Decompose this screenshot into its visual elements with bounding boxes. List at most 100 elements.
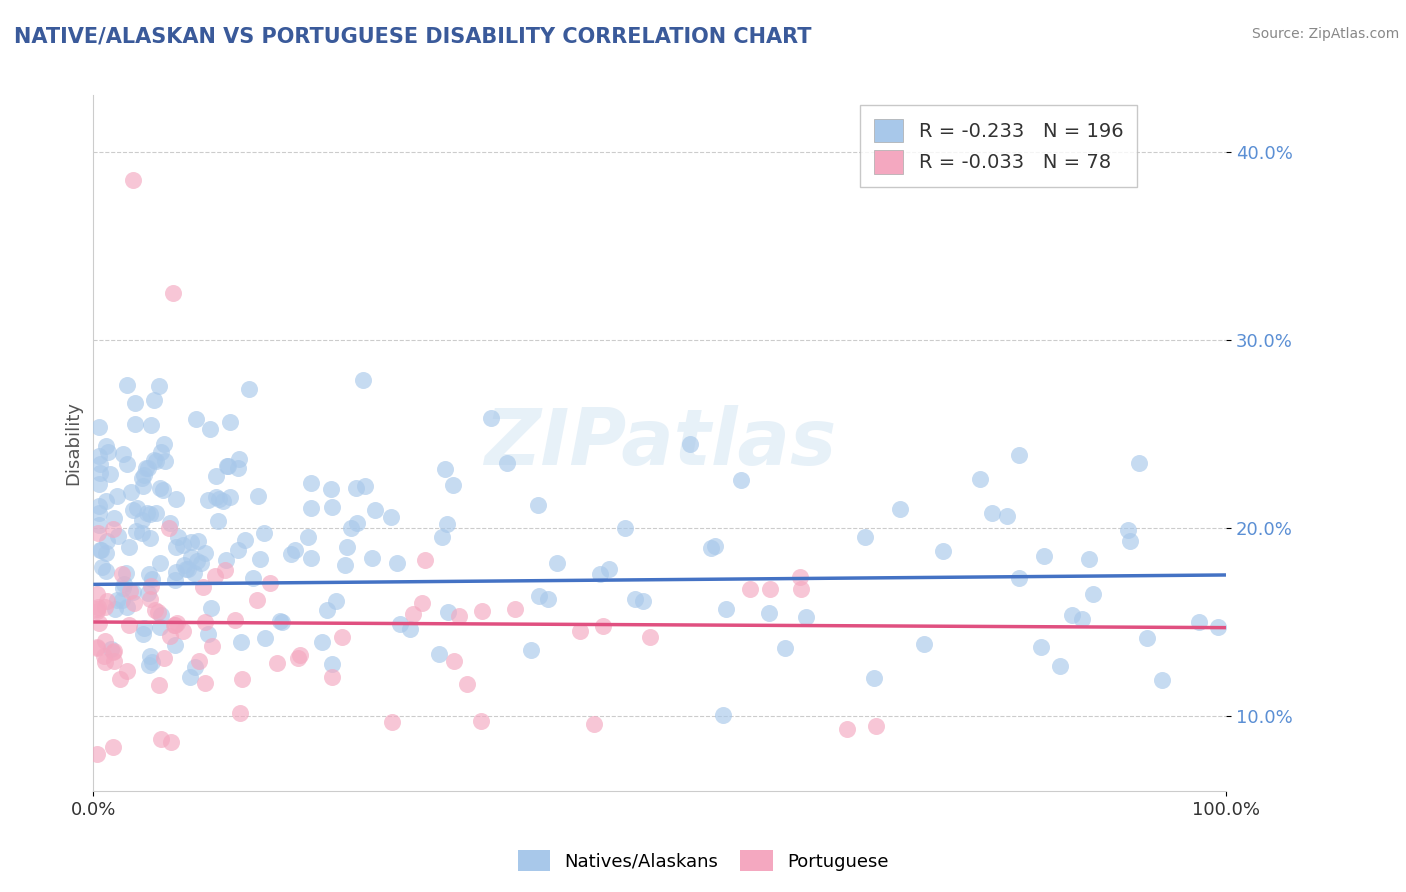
Point: [471, 604, 494, 618]
Point: [86, 602, 108, 616]
Point: [118, 540, 141, 554]
Point: [87, 506, 110, 520]
Point: [143, 452, 166, 467]
Point: [157, 521, 180, 535]
Point: [96, 439, 118, 453]
Point: [163, 618, 186, 632]
Point: [432, 530, 454, 544]
Point: [89, 466, 111, 480]
Point: [163, 617, 186, 632]
Point: [173, 558, 195, 572]
Point: [333, 558, 356, 572]
Point: [503, 602, 526, 616]
Point: [835, 722, 858, 736]
Point: [638, 630, 661, 644]
Point: [87, 599, 110, 614]
Point: [336, 540, 359, 554]
Point: [759, 582, 782, 597]
Point: [205, 491, 228, 505]
Point: [247, 489, 270, 503]
Point: [456, 677, 478, 691]
Point: [980, 506, 1002, 520]
Point: [411, 596, 433, 610]
Point: [299, 501, 322, 516]
Point: [321, 657, 343, 671]
Point: [166, 540, 188, 554]
Point: [120, 484, 142, 499]
Point: [103, 645, 125, 659]
Point: [1008, 448, 1031, 462]
Point: [200, 600, 222, 615]
Point: [118, 584, 141, 599]
Point: [592, 619, 614, 633]
Point: [703, 539, 725, 553]
Point: [139, 508, 162, 522]
Point: [132, 468, 155, 483]
Point: [132, 621, 155, 635]
Point: [167, 530, 190, 544]
Point: [111, 592, 134, 607]
Point: [862, 671, 884, 685]
Point: [330, 630, 353, 644]
Point: [288, 648, 311, 663]
Point: [179, 669, 201, 683]
Point: [413, 553, 436, 567]
Point: [679, 436, 702, 450]
Point: [226, 461, 249, 475]
Point: [111, 581, 134, 595]
Point: [364, 503, 387, 517]
Point: [172, 538, 194, 552]
Point: [1136, 631, 1159, 645]
Point: [344, 482, 367, 496]
Point: [266, 656, 288, 670]
Point: [598, 561, 620, 575]
Point: [218, 416, 240, 430]
Point: [93, 648, 115, 663]
Point: [495, 456, 517, 470]
Point: [231, 672, 253, 686]
Point: [201, 639, 224, 653]
Point: [139, 592, 162, 607]
Point: [865, 719, 887, 733]
Point: [94, 599, 117, 614]
Point: [114, 566, 136, 580]
Point: [97, 445, 120, 459]
Point: [536, 591, 558, 606]
Point: [150, 444, 173, 458]
Point: [141, 572, 163, 586]
Legend: R = -0.233   N = 196, R = -0.033   N = 78: R = -0.233 N = 196, R = -0.033 N = 78: [860, 105, 1137, 187]
Point: [229, 635, 252, 649]
Point: [131, 470, 153, 484]
Point: [197, 627, 219, 641]
Point: [889, 502, 911, 516]
Point: [180, 535, 202, 549]
Point: [1083, 586, 1105, 600]
Point: [527, 498, 550, 512]
Point: [582, 716, 605, 731]
Point: [103, 644, 125, 658]
Point: [87, 517, 110, 532]
Point: [402, 607, 425, 621]
Point: [711, 708, 734, 723]
Point: [163, 573, 186, 587]
Legend: Natives/Alaskans, Portuguese: Natives/Alaskans, Portuguese: [510, 843, 896, 879]
Point: [932, 544, 955, 558]
Point: [146, 605, 169, 619]
Point: [105, 593, 128, 607]
Point: [87, 449, 110, 463]
Point: [159, 629, 181, 643]
Point: [96, 494, 118, 508]
Point: [87, 500, 110, 514]
Point: [138, 567, 160, 582]
Point: [145, 506, 167, 520]
Point: [399, 622, 422, 636]
Point: [115, 600, 138, 615]
Point: [436, 517, 458, 532]
Point: [172, 624, 194, 639]
Point: [204, 569, 226, 583]
Point: [228, 452, 250, 467]
Point: [149, 556, 172, 570]
Point: [224, 613, 246, 627]
Point: [87, 420, 110, 434]
Point: [148, 379, 170, 393]
